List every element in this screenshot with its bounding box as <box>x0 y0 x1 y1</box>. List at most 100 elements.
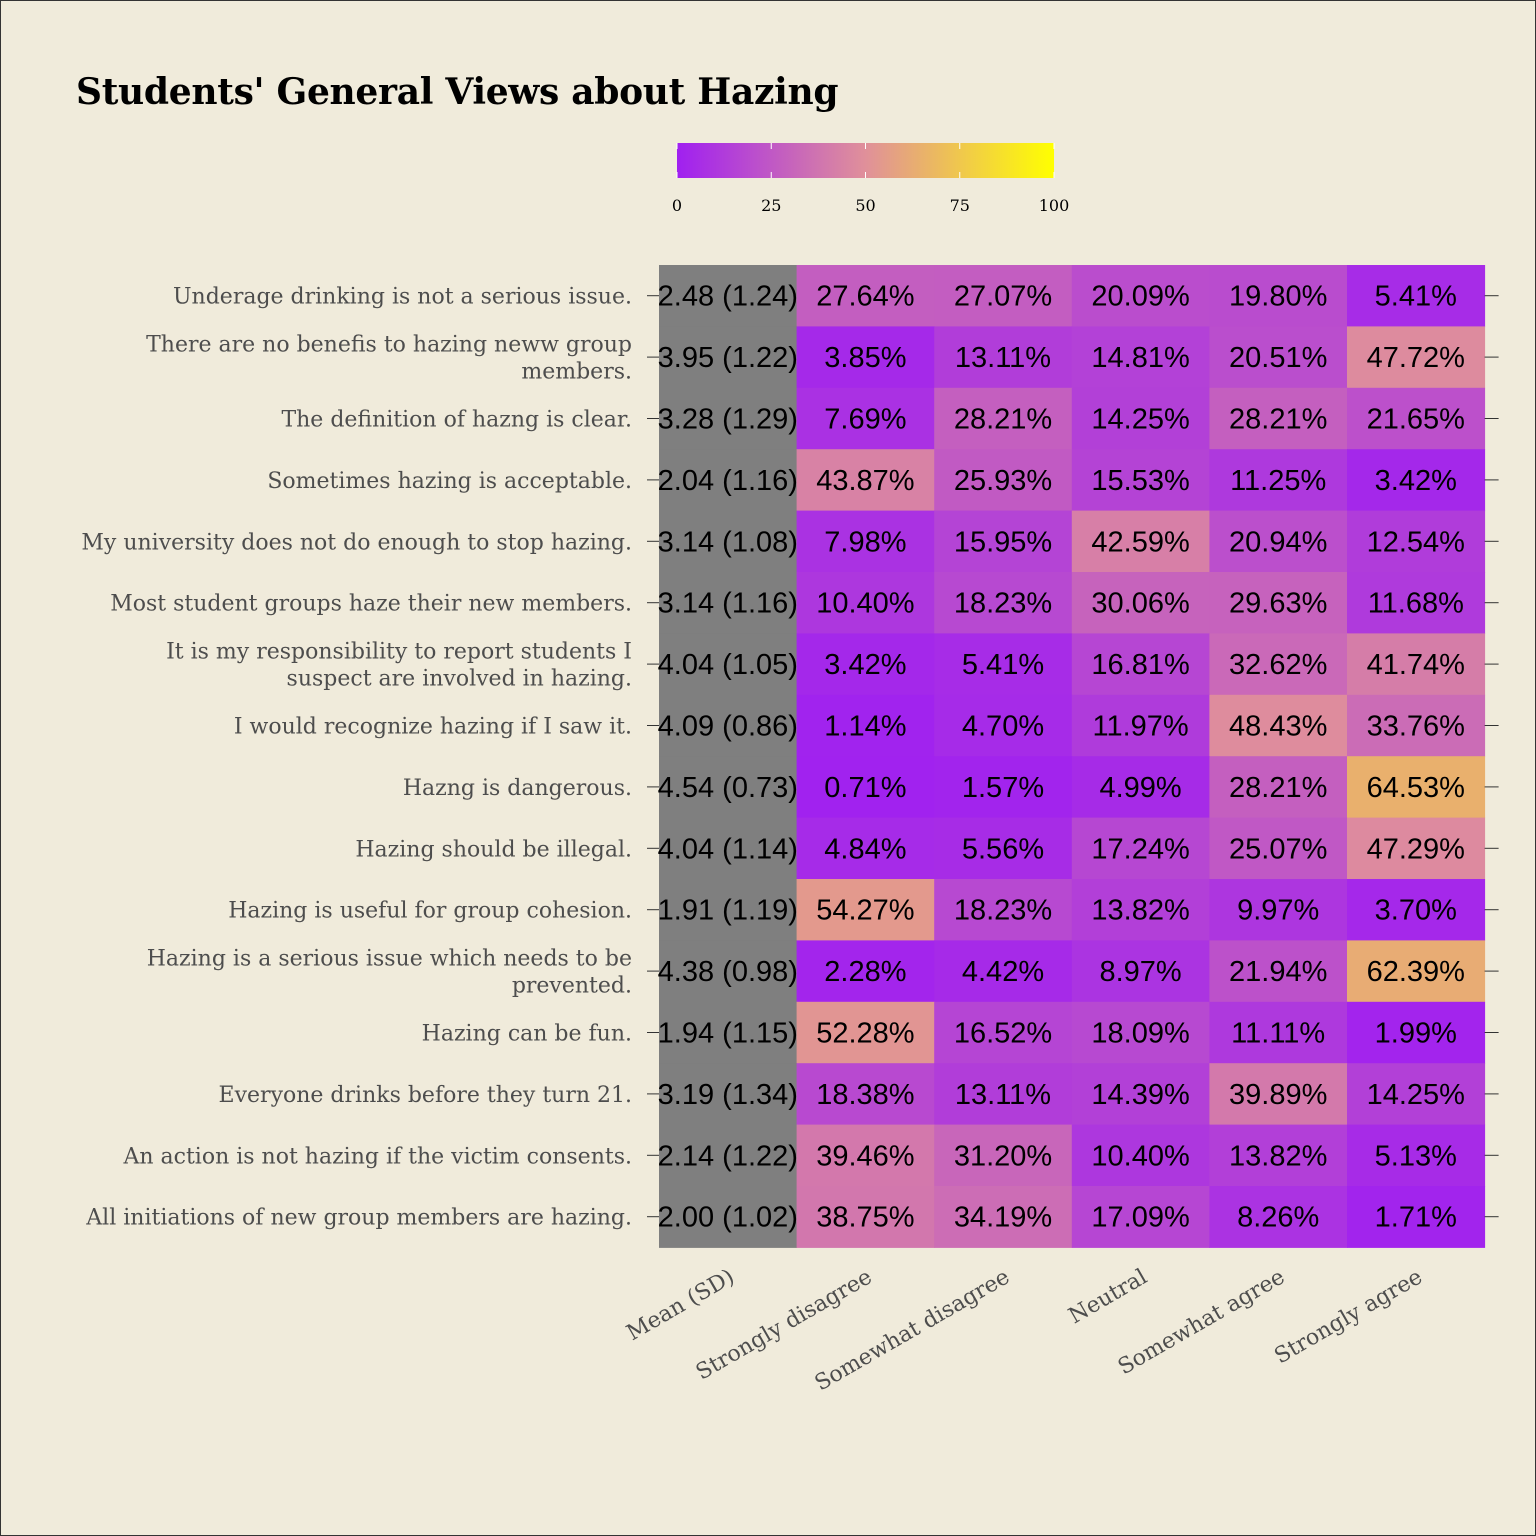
mean-sd-cell <box>659 326 798 389</box>
heatmap-cell <box>934 510 1073 573</box>
cell-value-label: 11.68% <box>1368 588 1464 620</box>
row-label: My university does not do enough to stop… <box>81 530 632 555</box>
row-label: Underage drinking is not a serious issue… <box>173 285 632 310</box>
cell-value-label: 13.82% <box>1229 1140 1327 1172</box>
heatmap-cell <box>796 326 935 389</box>
heatmap-cell <box>934 449 1073 512</box>
heatmap-cell <box>796 265 935 327</box>
cell-value-label: 13.82% <box>1091 895 1189 927</box>
cell-value-label: 28.21% <box>1229 772 1327 804</box>
cell-value-label: 20.09% <box>1091 281 1189 313</box>
mean-sd-label: 2.14 (1.22) <box>658 1140 798 1172</box>
heatmap-cell <box>1347 1001 1486 1064</box>
cell-value-label: 18.38% <box>816 1079 914 1111</box>
color-legend: 0 25 50 75 100 <box>672 143 1069 215</box>
heatmap-cell <box>1347 387 1486 450</box>
mean-sd-cell <box>659 694 798 757</box>
cell-value-label: 34.19% <box>954 1202 1052 1234</box>
mean-sd-label: 2.00 (1.02) <box>658 1202 798 1234</box>
cell-value-label: 18.23% <box>954 588 1052 620</box>
heatmap-cell <box>1347 449 1486 512</box>
row-label: An action is not hazing if the victim co… <box>122 1144 632 1169</box>
heatmap-cell <box>1347 694 1486 757</box>
heatmap-cell <box>1347 265 1486 327</box>
heatmap-cell <box>796 1186 935 1248</box>
cell-value-label: 47.72% <box>1367 342 1465 374</box>
heatmap-cell <box>1209 1124 1348 1187</box>
cell-value-label: 10.40% <box>816 588 914 620</box>
heatmap-cell <box>934 817 1073 880</box>
heatmap-cell <box>1071 265 1210 327</box>
cell-value-label: 62.39% <box>1367 956 1465 988</box>
mean-sd-cell <box>659 817 798 880</box>
cell-value-label: 39.89% <box>1229 1079 1327 1111</box>
cell-value-label: 4.42% <box>962 956 1044 988</box>
heatmap-cell <box>934 694 1073 757</box>
heatmap-cell <box>934 1124 1073 1187</box>
cell-value-label: 3.42% <box>824 649 906 681</box>
heatmap-cell <box>1071 879 1210 941</box>
heatmap-cell <box>796 879 935 941</box>
cell-value-label: 27.64% <box>816 281 914 313</box>
heatmap-cell <box>934 1001 1073 1064</box>
heatmap-cell <box>1071 756 1210 819</box>
cell-value-label: 14.39% <box>1091 1079 1189 1111</box>
heatmap-cell <box>1347 817 1486 880</box>
heatmap-cell <box>1347 756 1486 819</box>
heatmap-cell <box>1071 510 1210 573</box>
heatmap-cell <box>934 572 1073 634</box>
heatmap-cell <box>1347 510 1486 573</box>
cell-value-label: 64.53% <box>1367 772 1465 804</box>
cell-value-label: 17.24% <box>1091 833 1189 865</box>
heatmap-cell <box>934 756 1073 819</box>
cell-value-label: 10.40% <box>1091 1140 1189 1172</box>
heatmap-cell <box>934 387 1073 450</box>
row-label: The definition of hazng is clear. <box>281 408 632 433</box>
heatmap-cell <box>1071 1186 1210 1248</box>
cell-value-label: 31.20% <box>954 1140 1052 1172</box>
cell-value-label: 30.06% <box>1091 588 1189 620</box>
cell-value-label: 2.28% <box>824 956 906 988</box>
heatmap-cell <box>1209 879 1348 941</box>
mean-sd-cell <box>659 1124 798 1187</box>
cell-value-label: 42.59% <box>1091 526 1189 558</box>
cell-value-label: 18.09% <box>1091 1018 1189 1050</box>
heatmap-cell <box>934 633 1073 696</box>
mean-sd-cell <box>659 265 798 327</box>
cell-value-label: 7.98% <box>824 526 906 558</box>
heatmap-cell <box>1347 879 1486 941</box>
heatmap-cell <box>796 756 935 819</box>
mean-sd-cell <box>659 1186 798 1248</box>
legend-tick-label: 100 <box>1039 196 1070 215</box>
cell-value-label: 21.65% <box>1367 404 1465 436</box>
column-label: Neutral <box>1065 1265 1152 1330</box>
heatmap-cell <box>1071 1063 1210 1126</box>
heatmap-cell <box>1071 817 1210 880</box>
mean-sd-label: 2.48 (1.24) <box>658 281 798 313</box>
row-label: It is my responsibility to report studen… <box>166 640 632 692</box>
cell-value-label: 38.75% <box>816 1202 914 1234</box>
cell-value-label: 1.14% <box>824 711 906 743</box>
row-label: Sometimes hazing is acceptable. <box>267 469 632 494</box>
cell-value-label: 20.51% <box>1229 342 1327 374</box>
legend-tick-label: 0 <box>672 196 682 215</box>
heatmap-cell <box>796 940 935 1003</box>
row-label: Hazing is a serious issue which needs to… <box>147 947 632 999</box>
cell-value-label: 11.97% <box>1092 711 1188 743</box>
cell-value-label: 41.74% <box>1367 649 1465 681</box>
cell-value-label: 32.62% <box>1229 649 1327 681</box>
cell-value-label: 3.70% <box>1375 895 1457 927</box>
heatmap-cell <box>1347 1063 1486 1126</box>
heatmap-cell <box>1209 756 1348 819</box>
heatmap-cell <box>796 1063 935 1126</box>
heatmap-cells: 2.48 (1.24) 27.64% 27.07% 20.09% 19.80% 5.41%… <box>658 265 1486 1248</box>
cell-value-label: 13.11% <box>955 342 1051 374</box>
row-label: I would recognize hazing if I saw it. <box>234 715 632 740</box>
cell-value-label: 28.21% <box>1229 404 1327 436</box>
cell-value-label: 33.76% <box>1367 711 1465 743</box>
legend-tick-label: 25 <box>761 196 781 215</box>
cell-value-label: 3.85% <box>824 342 906 374</box>
mean-sd-label: 4.54 (0.73) <box>658 772 798 804</box>
